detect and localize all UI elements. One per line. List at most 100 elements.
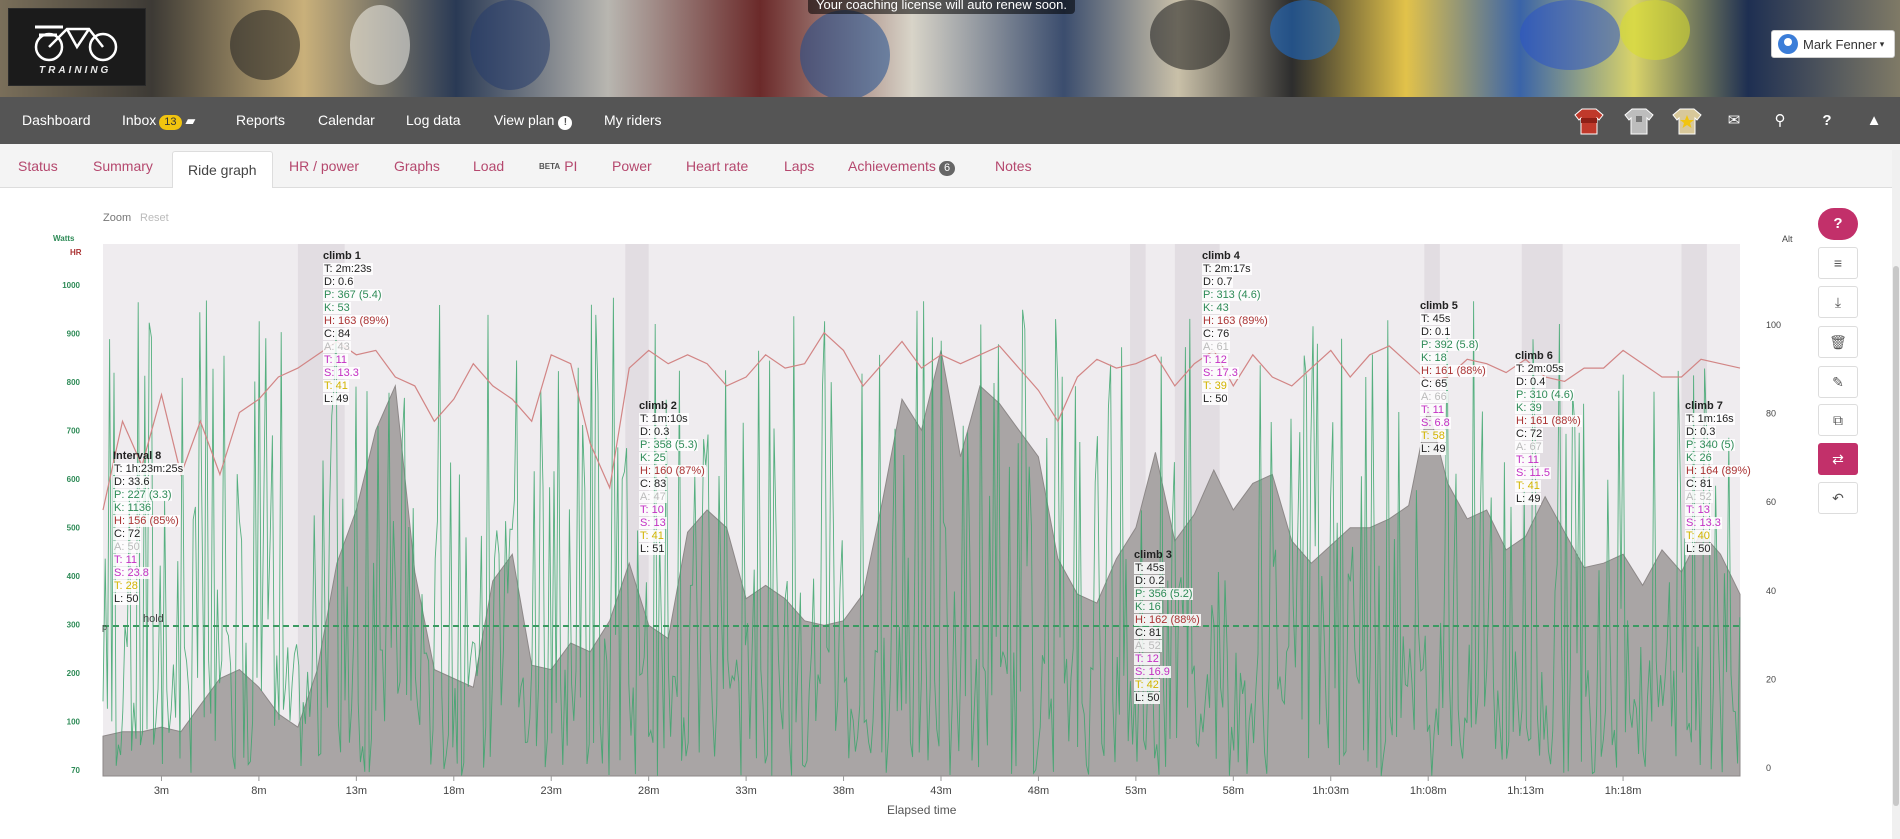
interval-stat-c: C: 76: [1202, 328, 1231, 340]
interval-stat-d: D: 0.3: [1685, 426, 1717, 438]
nav-calendar[interactable]: Calendar: [318, 112, 375, 128]
logo-text: TRAINING: [39, 65, 112, 76]
bike-logo-icon: [34, 25, 118, 62]
interval-label[interactable]: climb 5 T: 45s D: 0.1 P: 392 (5.8) K: 18 H: 1…: [1420, 300, 1487, 456]
interval-stat-t2: T: 11: [1515, 454, 1541, 466]
menu-icon[interactable]: ≡: [1818, 247, 1858, 279]
interval-stat-s: S: 17.3: [1202, 367, 1239, 379]
watts-line: [102, 297, 1741, 776]
interval-stat-k: K: 1136: [113, 502, 153, 514]
zoom-label: Zoom: [103, 212, 132, 224]
interval-stat-c: C: 83: [639, 478, 668, 490]
interval-label[interactable]: climb 6 T: 2m:05s D: 0.4 P: 310 (4.6) K: 39 H…: [1515, 350, 1582, 506]
nav-inbox[interactable]: Inbox 13 ▰: [122, 97, 195, 144]
tab-power[interactable]: Power: [612, 158, 652, 174]
interval-stat-name: climb 4: [1202, 250, 1240, 262]
interval-label[interactable]: climb 3 T: 45s D: 0.2 P: 356 (5.2) K: 16 H: 1…: [1134, 549, 1201, 705]
left-tick-label: 700: [67, 427, 81, 436]
right-tick-label: 80: [1766, 409, 1776, 419]
copy-icon[interactable]: ⧉: [1818, 404, 1858, 436]
collapse-icon[interactable]: ▲: [1866, 112, 1882, 129]
interval-stat-s: S: 13.3: [323, 367, 360, 379]
right-tick-label: 60: [1766, 497, 1776, 507]
interval-stat-c: C: 72: [113, 528, 142, 540]
tab-load[interactable]: Load: [473, 158, 505, 174]
interval-stat-d: D: 0.7: [1202, 276, 1234, 288]
zoom-reset-button[interactable]: Reset: [140, 212, 169, 224]
right-axis-title-alt: Alt: [1782, 234, 1793, 244]
interval-stat-l: L: 49: [323, 393, 350, 405]
interval-label[interactable]: climb 4 T: 2m:17s D: 0.7 P: 313 (4.6) K: 43 H…: [1202, 250, 1269, 406]
interval-stat-t3: T: 28: [113, 580, 139, 592]
left-tick-label: 1000: [62, 281, 80, 290]
x-tick-label: 38m: [833, 785, 854, 797]
tab-achievements[interactable]: Achievements 6: [848, 144, 956, 188]
tab-ride-graph[interactable]: Ride graph: [172, 151, 273, 189]
tab-pi-label: PI: [564, 158, 578, 174]
download-icon[interactable]: ⤓: [1818, 286, 1858, 318]
undo-icon[interactable]: ↶: [1818, 482, 1858, 514]
interval-stat-p: P: 392 (5.8): [1420, 339, 1480, 351]
interval-stat-a: A: 50: [113, 541, 141, 553]
info-icon: !: [558, 116, 573, 130]
interval-stat-a: A: 61: [1202, 341, 1230, 353]
swap-icon[interactable]: ⇄: [1818, 443, 1858, 475]
tab-summary[interactable]: Summary: [93, 158, 153, 174]
tab-notes[interactable]: Notes: [995, 158, 1032, 174]
mail-icon[interactable]: ✉: [1727, 112, 1741, 129]
left-tick-label: 70: [71, 766, 80, 775]
search-icon[interactable]: ⚲: [1774, 112, 1786, 129]
jersey-star-icon[interactable]: [1672, 107, 1702, 135]
user-menu-button[interactable]: Mark Fenner ▾: [1771, 30, 1895, 58]
x-tick-label: 28m: [638, 785, 659, 797]
ftp-training-logo[interactable]: TRAINING: [8, 8, 146, 86]
tab-laps[interactable]: Laps: [784, 158, 815, 174]
jersey-grey-icon[interactable]: [1624, 107, 1654, 135]
delete-icon[interactable]: 🗑: [1818, 326, 1858, 358]
interval-stat-d: D: 0.3: [639, 426, 671, 438]
edit-icon[interactable]: ✎: [1818, 366, 1858, 398]
interval-stat-p: P: 313 (4.6): [1202, 289, 1262, 301]
interval-label[interactable]: climb 2 T: 1m:10s D: 0.3 P: 358 (5.3) K: 25 H…: [639, 400, 706, 556]
interval-label[interactable]: climb 1 T: 2m:23s D: 0.6 P: 367 (5.4) K: 53 H…: [323, 250, 390, 406]
tab-graphs[interactable]: Graphs: [394, 158, 440, 174]
interval-stat-k: K: 25: [639, 452, 667, 464]
interval-stat-t2: T: 11: [113, 554, 139, 566]
interval-stat-p: P: 356 (5.2): [1134, 588, 1194, 600]
interval-stat-a: A: 43: [323, 341, 351, 353]
interval-stat-t2: T: 12: [1134, 653, 1160, 665]
x-tick-label: 1h:13m: [1507, 785, 1544, 797]
tab-status[interactable]: Status: [18, 158, 58, 174]
x-tick-label: 1h:03m: [1312, 785, 1349, 797]
chart-help-button[interactable]: ?: [1818, 208, 1858, 240]
help-icon[interactable]: ?: [1822, 112, 1832, 129]
nav-log-data[interactable]: Log data: [406, 112, 461, 128]
license-notice: Your coaching license will auto renew so…: [808, 0, 1076, 14]
nav-view-plan[interactable]: View plan!: [494, 97, 573, 144]
tab-hr-power[interactable]: HR / power: [289, 158, 360, 174]
interval-label[interactable]: climb 7 T: 1m:16s D: 0.3 P: 340 (5) K: 26 H: …: [1685, 400, 1752, 556]
tab-pi[interactable]: BETA PI: [539, 144, 577, 188]
interval-stat-a: A: 66: [1420, 391, 1448, 403]
ride-tabs: Status Summary Ride graph HR / power Gra…: [0, 144, 1900, 189]
scrollbar-thumb[interactable]: [1893, 266, 1899, 806]
interval-stat-h: H: 160 (87%): [639, 465, 706, 477]
tab-heart-rate[interactable]: Heart rate: [686, 158, 749, 174]
interval-stat-t2: T: 10: [639, 504, 665, 516]
interval-stat-t3: T: 58: [1420, 430, 1446, 442]
interval-label[interactable]: Interval 8 T: 1h:23m:25s D: 33.6 P: 227 (3.…: [113, 450, 185, 606]
interval-stat-s: S: 13.3: [1685, 517, 1722, 529]
nav-dashboard[interactable]: Dashboard: [22, 112, 91, 128]
x-tick-label: 1h:08m: [1410, 785, 1447, 797]
right-tick-label: 100: [1766, 320, 1781, 330]
interval-stat-c: C: 81: [1685, 478, 1714, 490]
hr-series: [102, 331, 1741, 511]
interval-stat-p: P: 340 (5): [1685, 439, 1736, 451]
ride-graph-chart[interactable]: hold p Watts HR Alt Elapsed time 3m 8m 13m…: [0, 188, 1800, 839]
interval-stat-d: D: 0.1: [1420, 326, 1452, 338]
jersey-red-icon[interactable]: [1574, 107, 1604, 135]
page-scrollbar[interactable]: [1892, 150, 1900, 839]
nav-reports[interactable]: Reports: [236, 112, 286, 128]
left-axis-title-hr: HR: [70, 248, 82, 257]
nav-my-riders[interactable]: My riders: [604, 112, 662, 128]
